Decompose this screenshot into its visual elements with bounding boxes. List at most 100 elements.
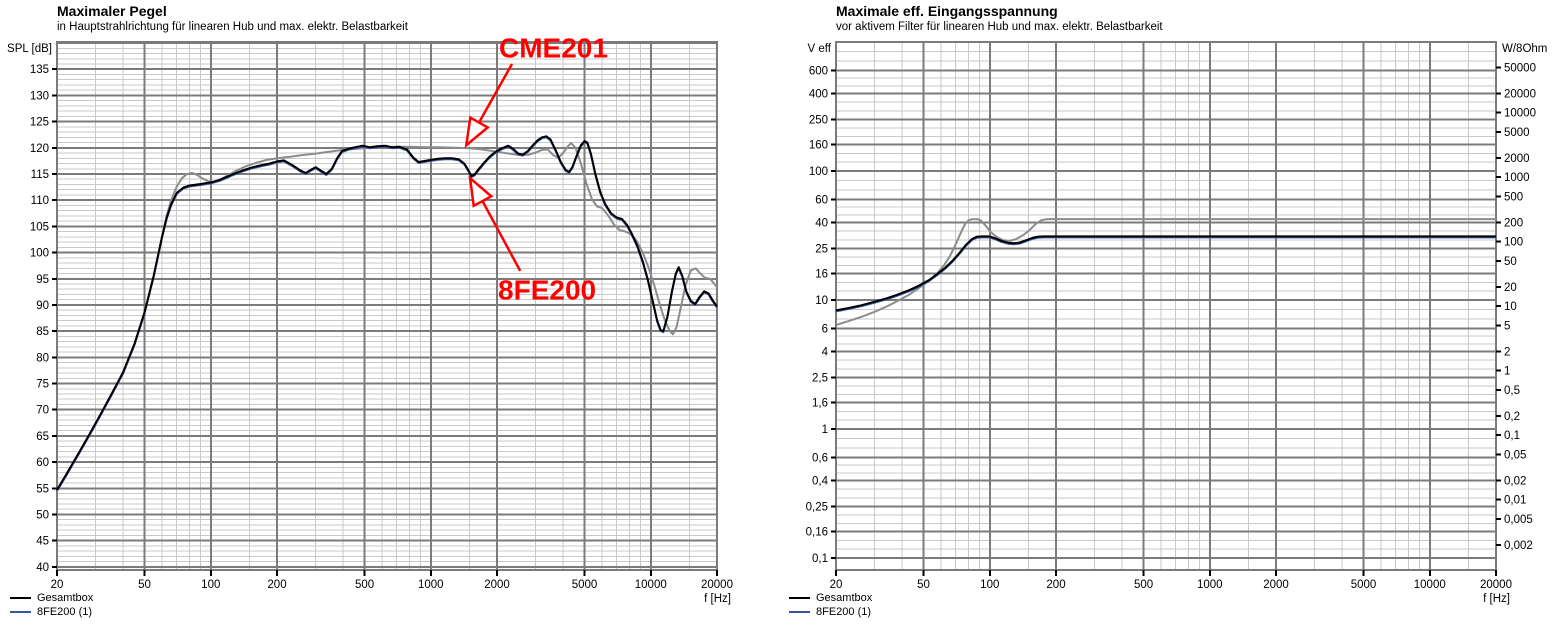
svg-text:100: 100 [201, 579, 220, 591]
svg-text:20: 20 [830, 579, 843, 591]
svg-text:100: 100 [809, 166, 828, 178]
legend-label: 8FE200 (1) [816, 606, 872, 618]
svg-text:100: 100 [1504, 237, 1523, 249]
svg-text:20000: 20000 [701, 579, 733, 591]
chart-title: Maximaler Pegel [57, 3, 167, 19]
svg-text:8FE200: 8FE200 [498, 275, 596, 306]
svg-text:0,4: 0,4 [812, 475, 829, 487]
svg-text:75: 75 [36, 379, 49, 391]
svg-text:200: 200 [1046, 579, 1065, 591]
svg-text:1000: 1000 [418, 579, 444, 591]
svg-text:100: 100 [30, 248, 49, 260]
svg-text:50000: 50000 [1504, 63, 1536, 75]
svg-text:200: 200 [267, 579, 286, 591]
svg-text:200: 200 [1504, 217, 1523, 229]
svg-text:160: 160 [809, 140, 828, 152]
max-input-voltage-chart: 20 50 100 200 500 1000 2000 5000 10000 20000 f [Hz… [806, 41, 1547, 605]
svg-text:50: 50 [36, 509, 49, 521]
svg-text:0,1: 0,1 [1504, 430, 1520, 442]
svg-text:0,05: 0,05 [1504, 450, 1526, 462]
svg-text:1000: 1000 [1197, 579, 1223, 591]
max-spl-chart-panel: 20 50 100 200 500 1000 2000 5000 10000 20000 f [Hz… [7, 3, 733, 619]
svg-text:20000: 20000 [1480, 579, 1512, 591]
svg-text:5000: 5000 [1504, 127, 1530, 139]
svg-text:10000: 10000 [1504, 108, 1536, 120]
svg-text:500: 500 [1134, 579, 1153, 591]
svg-text:65: 65 [36, 431, 49, 443]
svg-text:250: 250 [809, 115, 828, 127]
legend-label: Gesamtbox [37, 592, 94, 604]
svg-text:50: 50 [138, 579, 151, 591]
svg-text:20: 20 [1504, 282, 1517, 294]
svg-text:125: 125 [30, 117, 49, 129]
svg-text:0,002: 0,002 [1504, 540, 1533, 552]
svg-text:0,005: 0,005 [1504, 514, 1533, 526]
svg-text:10: 10 [1504, 301, 1517, 313]
svg-text:400: 400 [809, 88, 828, 100]
svg-text:50: 50 [917, 579, 930, 591]
legend-item: Gesamtbox [789, 591, 872, 605]
svg-text:2,5: 2,5 [812, 373, 828, 385]
legend-item: 8FE200 (1) [789, 605, 872, 619]
svg-text:90: 90 [36, 300, 49, 312]
svg-text:0,16: 0,16 [806, 527, 828, 539]
svg-text:60: 60 [815, 195, 828, 207]
svg-text:2000: 2000 [1263, 579, 1289, 591]
svg-text:2: 2 [1504, 346, 1510, 358]
svg-text:5000: 5000 [1351, 579, 1377, 591]
svg-text:20000: 20000 [1504, 88, 1536, 100]
svg-text:f [Hz]: f [Hz] [1483, 593, 1510, 605]
legend-swatch-gesamtbox [10, 597, 31, 599]
svg-text:600: 600 [809, 66, 828, 78]
svg-text:0,25: 0,25 [806, 502, 828, 514]
chart-subtitle: vor aktivem Filter für linearen Hub und … [836, 21, 1163, 33]
svg-text:500: 500 [355, 579, 374, 591]
svg-text:0,02: 0,02 [1504, 475, 1526, 487]
svg-text:16: 16 [815, 269, 828, 281]
svg-text:115: 115 [31, 169, 49, 181]
svg-text:1,6: 1,6 [812, 398, 828, 410]
svg-text:60: 60 [36, 457, 49, 469]
svg-text:40: 40 [36, 562, 49, 574]
svg-text:1: 1 [822, 424, 828, 436]
svg-text:45: 45 [36, 536, 49, 548]
legend-label: Gesamtbox [816, 592, 873, 604]
svg-text:135: 135 [30, 64, 49, 76]
svg-text:10: 10 [815, 295, 828, 307]
svg-text:10000: 10000 [1414, 579, 1446, 591]
svg-text:V eff: V eff [808, 43, 832, 55]
svg-text:0,2: 0,2 [1504, 411, 1520, 423]
legend: Gesamtbox 8FE200 (1) [789, 591, 872, 619]
legend-swatch-gesamtbox [789, 597, 810, 599]
legend-label: 8FE200 (1) [37, 606, 93, 618]
legend: Gesamtbox 8FE200 (1) [10, 591, 93, 619]
svg-text:95: 95 [36, 274, 49, 286]
svg-text:2000: 2000 [1504, 153, 1530, 165]
svg-text:5: 5 [1504, 321, 1510, 333]
svg-text:110: 110 [31, 195, 49, 207]
legend-swatch-8fe200 [789, 611, 810, 613]
svg-text:40: 40 [815, 217, 828, 229]
svg-text:20: 20 [51, 579, 64, 591]
svg-text:0,1: 0,1 [812, 553, 828, 565]
svg-text:4: 4 [822, 346, 829, 358]
max-input-voltage-chart-panel: 20 50 100 200 500 1000 2000 5000 10000 20000 f [Hz… [779, 0, 1558, 627]
svg-text:105: 105 [30, 221, 49, 233]
svg-text:5000: 5000 [572, 579, 598, 591]
svg-text:6: 6 [822, 324, 828, 336]
svg-text:85: 85 [36, 326, 49, 338]
legend-item: Gesamtbox [10, 591, 93, 605]
svg-text:0,6: 0,6 [812, 453, 828, 465]
svg-text:0,5: 0,5 [1504, 385, 1520, 397]
svg-text:130: 130 [30, 90, 49, 102]
svg-text:55: 55 [36, 483, 49, 495]
max-spl-chart: 20 50 100 200 500 1000 2000 5000 10000 20000 f [Hz… [7, 33, 733, 605]
legend-swatch-8fe200 [10, 611, 31, 613]
svg-text:25: 25 [815, 244, 828, 256]
svg-text:f [Hz]: f [Hz] [704, 593, 731, 605]
svg-text:80: 80 [36, 352, 49, 364]
svg-text:1: 1 [1504, 366, 1510, 378]
svg-text:CME201: CME201 [499, 33, 608, 64]
svg-text:500: 500 [1504, 192, 1523, 204]
